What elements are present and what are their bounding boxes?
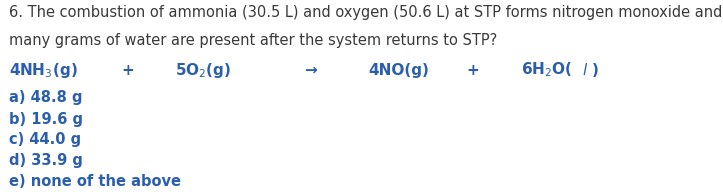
Text: $\mathit{l}$: $\mathit{l}$ — [582, 62, 589, 78]
Text: →: → — [304, 63, 317, 78]
Text: ): ) — [591, 63, 599, 78]
Text: 6H$_2$O(: 6H$_2$O( — [521, 61, 572, 79]
Text: +: + — [466, 63, 479, 78]
Text: +: + — [121, 63, 134, 78]
Text: 5O$_2$(g): 5O$_2$(g) — [175, 61, 231, 79]
Text: b) 19.6 g: b) 19.6 g — [9, 112, 83, 127]
Text: e) none of the above: e) none of the above — [9, 174, 181, 189]
Text: a) 48.8 g: a) 48.8 g — [9, 90, 83, 105]
Text: d) 33.9 g: d) 33.9 g — [9, 153, 83, 168]
Text: many grams of water are present after the system returns to STP?: many grams of water are present after th… — [9, 33, 497, 48]
Text: c) 44.0 g: c) 44.0 g — [9, 132, 82, 147]
Text: 4NH$_3$(g): 4NH$_3$(g) — [9, 61, 78, 79]
Text: 4NO(g): 4NO(g) — [369, 63, 429, 78]
Text: 6. The combustion of ammonia (30.5 L) and oxygen (50.6 L) at STP forms nitrogen : 6. The combustion of ammonia (30.5 L) an… — [9, 5, 723, 20]
